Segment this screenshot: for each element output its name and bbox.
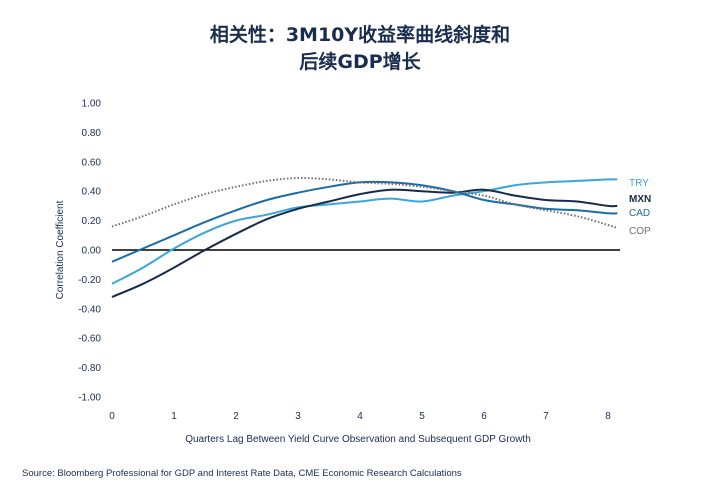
chart-title-line2: 后续GDP增长 bbox=[299, 51, 421, 73]
y-tick-label: -0.80 bbox=[78, 363, 101, 374]
y-tick-label: -0.20 bbox=[78, 275, 101, 286]
series-line-cop bbox=[111, 176, 618, 229]
y-axis-label: Correlation Coefficient bbox=[55, 200, 66, 299]
legend: TRY MXN CAD COP bbox=[629, 178, 651, 237]
y-tick-label: 0.40 bbox=[82, 187, 102, 198]
series-lines bbox=[111, 176, 618, 298]
series-line-mxn bbox=[111, 188, 618, 298]
y-axis-ticks: 1.00 0.80 0.60 0.40 0.20 0.00 -0.20 -0.40 -0.60 -… bbox=[78, 99, 101, 404]
x-tick-label: 3 bbox=[295, 411, 301, 422]
x-tick-label: 1 bbox=[171, 411, 177, 422]
x-tick-label: 2 bbox=[233, 411, 239, 422]
x-tick-label: 7 bbox=[543, 411, 549, 422]
y-tick-label: 0.60 bbox=[82, 157, 102, 168]
x-tick-label: 8 bbox=[605, 411, 611, 422]
legend-label-cop: COP bbox=[629, 226, 651, 237]
y-tick-label: -1.00 bbox=[78, 393, 101, 404]
x-tick-label: 5 bbox=[419, 411, 425, 422]
x-tick-label: 0 bbox=[109, 411, 115, 422]
y-tick-label: -0.60 bbox=[78, 334, 101, 345]
series-line-try bbox=[111, 178, 618, 285]
x-tick-label: 4 bbox=[357, 411, 363, 422]
y-tick-label: 0.20 bbox=[82, 216, 102, 227]
legend-label-cad: CAD bbox=[629, 208, 650, 219]
source-note: Source: Bloomberg Professional for GDP a… bbox=[22, 468, 462, 479]
x-tick-label: 6 bbox=[481, 411, 487, 422]
legend-label-mxn: MXN bbox=[629, 194, 651, 205]
chart-title: 相关性：3M10Y收益率曲线斜度和 后续GDP增长 bbox=[0, 22, 720, 76]
chart-title-line1: 相关性：3M10Y收益率曲线斜度和 bbox=[209, 24, 511, 46]
y-tick-label: 0.00 bbox=[82, 246, 102, 257]
x-axis-label: Quarters Lag Between Yield Curve Observa… bbox=[185, 434, 531, 445]
legend-label-try: TRY bbox=[629, 178, 649, 189]
series-line-cad bbox=[111, 180, 618, 263]
x-axis-ticks: 0 1 2 3 4 5 6 7 8 bbox=[109, 411, 611, 422]
y-tick-label: 0.80 bbox=[82, 128, 102, 139]
y-tick-label: 1.00 bbox=[82, 99, 102, 110]
y-tick-label: -0.40 bbox=[78, 304, 101, 315]
